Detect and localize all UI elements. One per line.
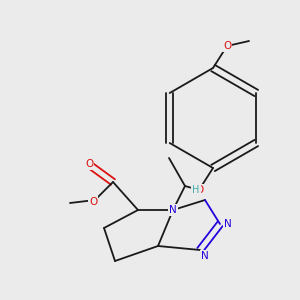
Text: N: N	[224, 219, 232, 229]
Text: O: O	[89, 197, 97, 207]
Text: O: O	[195, 185, 203, 195]
Text: N: N	[201, 251, 209, 261]
Text: O: O	[85, 159, 93, 169]
Text: N: N	[169, 205, 177, 215]
Text: H: H	[192, 185, 200, 195]
Text: O: O	[223, 41, 231, 51]
